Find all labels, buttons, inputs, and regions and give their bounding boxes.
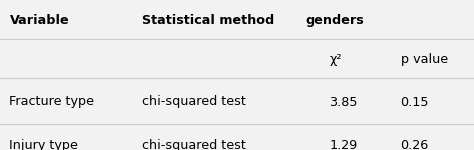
Text: chi-squared test: chi-squared test [142, 96, 246, 108]
Text: 0.15: 0.15 [401, 96, 429, 108]
Text: 0.26: 0.26 [401, 139, 429, 150]
Text: Statistical method: Statistical method [142, 14, 274, 27]
Text: Variable: Variable [9, 14, 69, 27]
Text: p value: p value [401, 54, 447, 66]
Text: genders: genders [306, 14, 365, 27]
Text: chi-squared test: chi-squared test [142, 139, 246, 150]
Text: Injury type: Injury type [9, 139, 78, 150]
Text: 1.29: 1.29 [329, 139, 358, 150]
Text: Fracture type: Fracture type [9, 96, 94, 108]
Text: 3.85: 3.85 [329, 96, 358, 108]
Text: χ²: χ² [329, 54, 342, 66]
